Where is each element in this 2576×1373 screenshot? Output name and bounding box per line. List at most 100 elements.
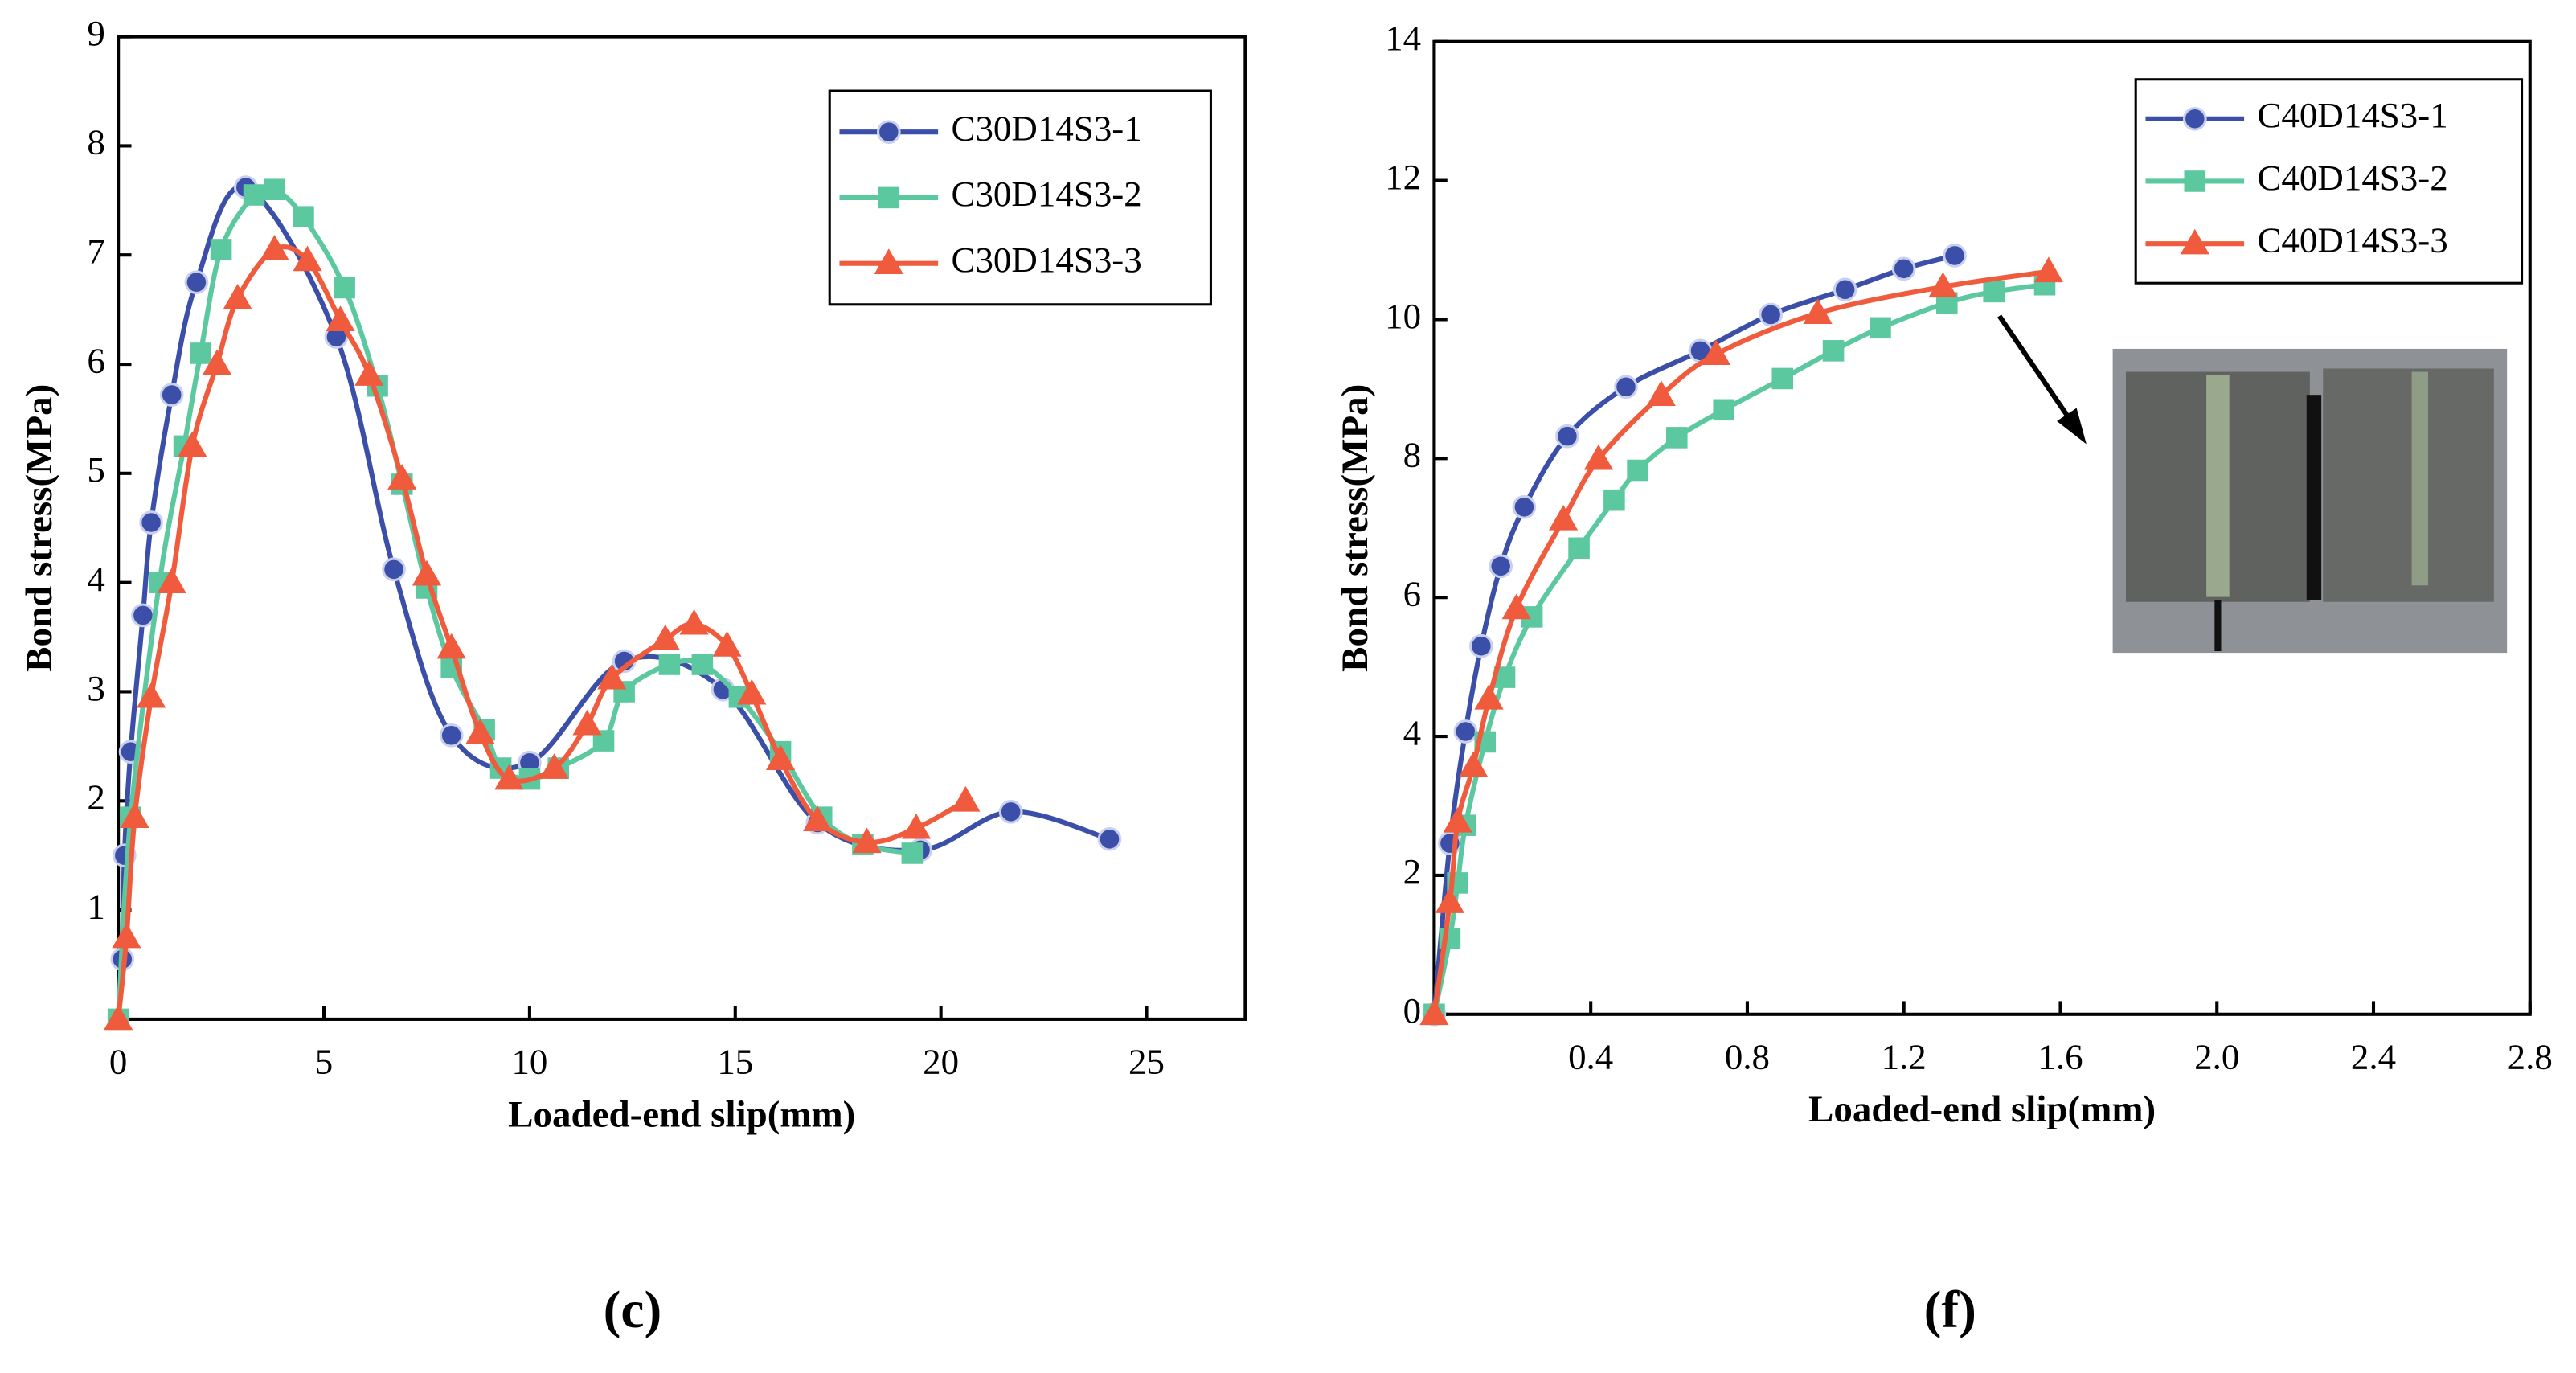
series-line (1431, 252, 1956, 1015)
x-tick-label: 25 (1128, 1041, 1165, 1081)
x-tick-label: 20 (923, 1041, 959, 1081)
marker (178, 431, 207, 457)
marker (1870, 317, 1891, 339)
photo-bar (2411, 371, 2429, 586)
marker (1822, 340, 1845, 362)
marker (436, 633, 466, 659)
legend-marker (2184, 170, 2206, 192)
y-tick-label: 4 (87, 559, 104, 599)
marker (157, 568, 186, 593)
photo-gap (2306, 395, 2322, 600)
marker (2033, 256, 2063, 283)
x-axis-title: Loaded-end slip(mm) (1808, 1088, 2156, 1130)
chart: 1 2 3 4 5 6 7 8 9 0 5 10 15 20 25 Loaded-end slip(mm) Bo… (18, 13, 1247, 1339)
marker (1419, 999, 1449, 1026)
marker (1713, 399, 1735, 421)
marker (658, 654, 681, 675)
marker (650, 624, 680, 650)
marker (1568, 537, 1590, 559)
x-tick-label: 2.0 (2194, 1036, 2239, 1076)
marker (901, 813, 932, 839)
marker (334, 277, 355, 299)
x-tick-label: 15 (717, 1041, 753, 1081)
marker (136, 682, 166, 708)
marker (1803, 298, 1833, 324)
x-tick-label: 1.6 (2037, 1036, 2083, 1076)
x-tick-label: 2.8 (2508, 1036, 2553, 1076)
marker (243, 184, 265, 206)
marker (293, 245, 322, 272)
marker (190, 342, 211, 364)
marker (1469, 633, 1493, 658)
marker (120, 802, 149, 828)
legend: C30D14S3-1 C30D14S3-2 C30D14S3-3 (828, 89, 1212, 306)
photo-inset (2112, 348, 2508, 654)
plot-frame (117, 35, 1247, 1021)
y-tick-label: 1 (87, 886, 104, 926)
marker (465, 718, 495, 744)
marker (951, 785, 981, 812)
marker (1548, 504, 1579, 531)
marker (1646, 380, 1676, 406)
marker (1097, 827, 1122, 851)
marker (159, 383, 184, 407)
marker (1771, 367, 1794, 390)
photo-bar (2206, 375, 2230, 597)
x-tick-label: 0.4 (1568, 1036, 1613, 1076)
marker (539, 753, 569, 779)
y-tick-label: 2 (87, 777, 104, 818)
marker (1474, 683, 1504, 710)
marker (354, 360, 384, 386)
marker (1443, 806, 1472, 833)
marker (223, 284, 252, 309)
marker (387, 464, 417, 490)
marker (412, 559, 442, 586)
marker (737, 678, 767, 705)
legend-label: C40D14S3-2 (2257, 158, 2447, 198)
caption: (f) (1924, 1281, 1976, 1339)
arrow (1997, 314, 2087, 445)
y-axis-title: Bond stress(MPa) (18, 384, 60, 672)
legend-label: C40D14S3-3 (2257, 219, 2447, 260)
y-tick-label: 8 (1403, 435, 1421, 475)
y-tick-label: 3 (87, 668, 104, 708)
series-line (116, 184, 913, 1020)
marker (264, 178, 285, 201)
x-tick-label: 0 (109, 1041, 127, 1081)
marker (202, 349, 232, 375)
plot-frame (1432, 39, 2532, 1016)
legend-label: C30D14S3-3 (951, 240, 1141, 280)
legend-label: C30D14S3-1 (951, 108, 1141, 148)
marker (293, 206, 314, 227)
marker (1555, 424, 1579, 449)
x-tick-label: 0.8 (1725, 1036, 1770, 1076)
y-tick-label: 9 (87, 13, 104, 53)
legend-marker (874, 248, 903, 274)
photo-block (2323, 368, 2494, 602)
marker (1512, 495, 1537, 519)
marker (679, 609, 709, 635)
marker (1891, 256, 1916, 281)
x-tick-label: 1.2 (1882, 1036, 1927, 1076)
chart: 0 2 4 6 8 10 12 14 0.4 0.8 1.2 1.6 2.0 2.4 2.8 Loaded-e… (1334, 18, 2553, 1339)
marker (803, 805, 833, 832)
x-tick-label: 5 (315, 1041, 333, 1081)
marker (1458, 751, 1489, 777)
arrow-line (1997, 314, 2076, 426)
legend-marker (876, 120, 901, 144)
marker (1583, 444, 1614, 470)
y-tick-label: 4 (1403, 712, 1421, 752)
caption: (c) (604, 1281, 662, 1339)
series-line (116, 244, 967, 1020)
marker (131, 603, 155, 628)
y-tick-label: 0 (1403, 990, 1421, 1031)
legend-label: C30D14S3-2 (951, 174, 1141, 214)
marker (1943, 244, 1967, 268)
x-axis-title: Loaded-end slip(mm) (508, 1093, 855, 1135)
marker (1614, 375, 1638, 400)
marker (260, 235, 289, 260)
y-tick-label: 7 (87, 232, 104, 272)
series-line (1431, 268, 2050, 1015)
